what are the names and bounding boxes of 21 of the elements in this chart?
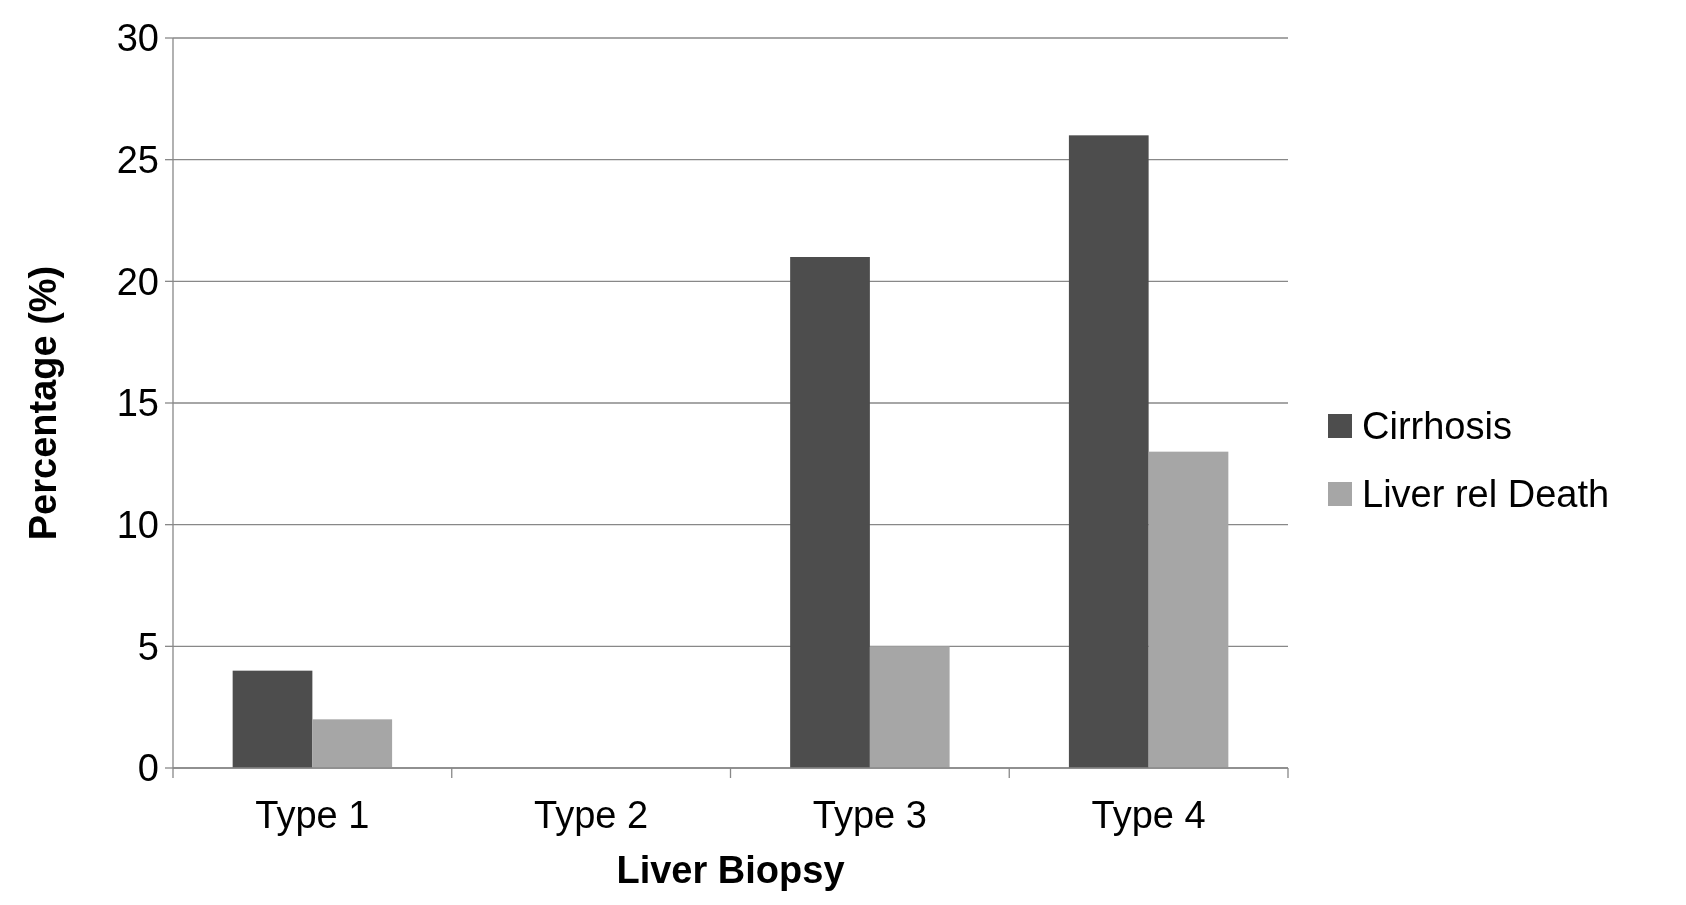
- legend-label: Liver rel Death: [1362, 473, 1610, 516]
- x-axis-title: Liver Biopsy: [616, 849, 845, 891]
- bar: [869, 646, 950, 768]
- y-tick-label: 10: [116, 503, 159, 546]
- bar: [1068, 135, 1149, 768]
- bar: [232, 670, 313, 768]
- y-tick-label: 15: [116, 382, 159, 425]
- y-tick-label: 20: [116, 260, 159, 303]
- legend-label: Cirrhosis: [1362, 405, 1512, 448]
- bar: [790, 257, 870, 768]
- y-tick-label: 30: [116, 17, 159, 60]
- y-tick-label: 0: [137, 747, 159, 790]
- y-tick-label: 25: [116, 138, 159, 181]
- y-tick-label: 5: [137, 625, 159, 668]
- y-axis-title: Percentage (%): [22, 265, 64, 541]
- x-tick-label: Type 4: [1091, 794, 1206, 836]
- x-tick-label: Type 1: [255, 794, 370, 836]
- bar: [312, 719, 393, 768]
- x-tick-label: Type 3: [812, 794, 927, 836]
- bar: [1148, 451, 1229, 768]
- x-tick-label: Type 2: [534, 794, 649, 836]
